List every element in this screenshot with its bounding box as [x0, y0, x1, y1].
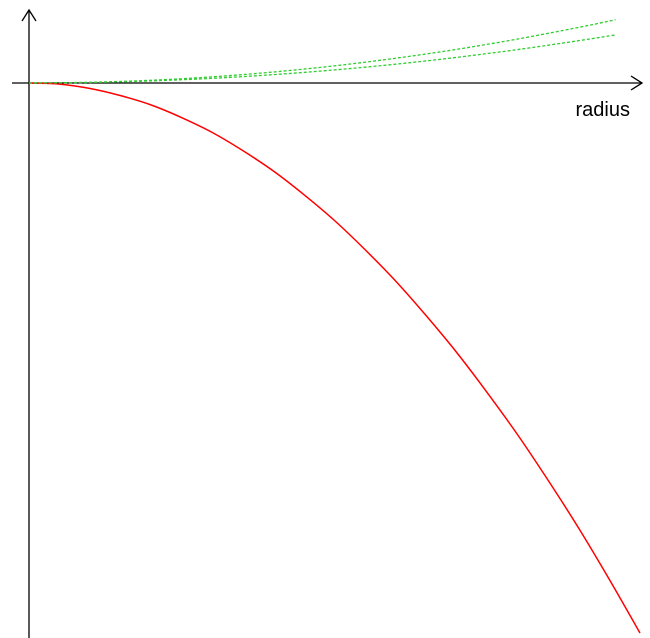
series-layer: [28, 19, 641, 634]
x-axis-arrow: [630, 75, 644, 91]
y-axis-arrow: [21, 8, 37, 22]
series-line-2: [28, 19, 616, 84]
x-axis-label: radius: [576, 99, 630, 121]
series-line-1: [28, 82, 641, 634]
series-line-3: [28, 34, 616, 84]
